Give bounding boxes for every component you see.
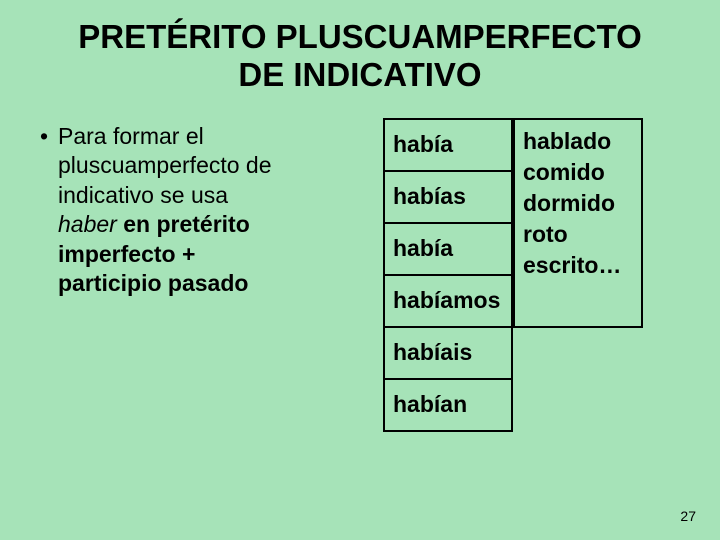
- conj-cell: habían: [384, 379, 512, 431]
- bullet-line-2: pluscuamperfecto de: [58, 152, 272, 178]
- table-row: hablado comido dormido roto escrito…: [514, 119, 642, 327]
- title-line-1: PRETÉRITO PLUSCUAMPERFECTO: [78, 18, 642, 55]
- bullet-text: Para formar el pluscuamperfecto de indic…: [58, 122, 272, 299]
- participle-line: comido: [523, 159, 605, 185]
- bullet-line-4-rest: en pretérito: [117, 211, 250, 237]
- bullet-line-1: Para formar el: [58, 123, 204, 149]
- conjugation-table: había habías había habíamos habíais habí…: [383, 118, 513, 432]
- bullet-line-4-italic: haber: [58, 211, 117, 237]
- conj-cell: habíamos: [384, 275, 512, 327]
- table-row: habíais: [384, 327, 512, 379]
- participle-line: dormido: [523, 190, 615, 216]
- table-row: había: [384, 223, 512, 275]
- participle-table: hablado comido dormido roto escrito…: [513, 118, 643, 328]
- bullet-line-5: imperfecto +: [58, 241, 195, 267]
- table-row: habíamos: [384, 275, 512, 327]
- conj-cell: había: [384, 119, 512, 171]
- participle-line: hablado: [523, 128, 611, 154]
- participle-line: roto: [523, 221, 568, 247]
- conj-cell: habíais: [384, 327, 512, 379]
- table-row: habían: [384, 379, 512, 431]
- conj-cell: había: [384, 223, 512, 275]
- page-number: 27: [680, 508, 696, 524]
- tables-wrapper: había habías había habíamos habíais habí…: [383, 118, 643, 432]
- participle-line: escrito…: [523, 252, 621, 278]
- bullet-block: • Para formar el pluscuamperfecto de ind…: [30, 118, 375, 299]
- slide-title: PRETÉRITO PLUSCUAMPERFECTO DE INDICATIVO: [30, 18, 690, 94]
- title-line-2: DE INDICATIVO: [238, 56, 481, 93]
- bullet-line-3: indicativo se usa: [58, 182, 228, 208]
- participle-cell: hablado comido dormido roto escrito…: [514, 119, 642, 327]
- table-row: habías: [384, 171, 512, 223]
- bullet-line-6: participio pasado: [58, 270, 248, 296]
- conj-cell: habías: [384, 171, 512, 223]
- bullet-marker: •: [30, 122, 58, 299]
- table-row: había: [384, 119, 512, 171]
- content-row: • Para formar el pluscuamperfecto de ind…: [30, 118, 690, 432]
